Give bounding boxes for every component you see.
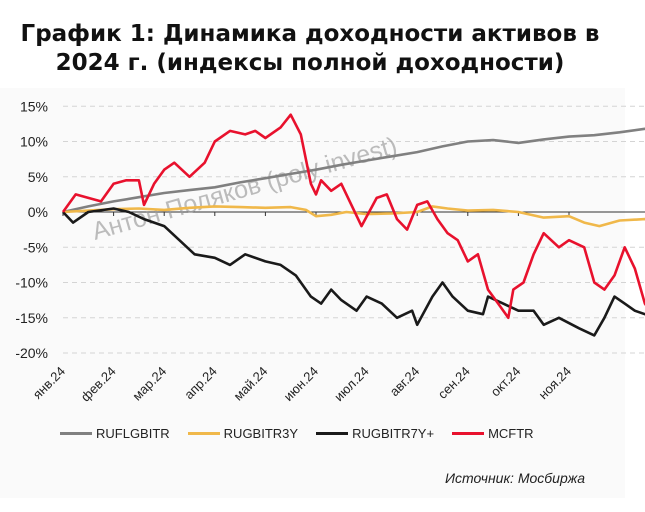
legend-label: RUGBITR7Y+ bbox=[352, 426, 435, 441]
legend-swatch bbox=[60, 432, 92, 435]
legend-label: RUFLGBITR bbox=[96, 426, 170, 441]
x-tick-label: янв.24 bbox=[30, 364, 68, 402]
series-line-ruflgbitr bbox=[62, 127, 645, 214]
y-tick-label: -10% bbox=[15, 275, 48, 291]
x-tick-label: фев.24 bbox=[78, 364, 119, 405]
legend-item: MCFTR bbox=[452, 426, 534, 441]
legend-swatch bbox=[452, 432, 485, 435]
legend-item: RUFLGBITR bbox=[60, 426, 170, 441]
legend-swatch bbox=[187, 432, 220, 435]
chart-title-line-1: График 1: Динамика доходности активов в bbox=[20, 21, 600, 47]
x-tick-label: авг.24 bbox=[387, 364, 423, 400]
legend-label: MCFTR bbox=[488, 426, 534, 441]
x-tick-label: окт.24 bbox=[488, 364, 524, 400]
x-tick-label: май.24 bbox=[231, 364, 271, 404]
y-tick-label: 0% bbox=[28, 204, 48, 220]
series-line-rugbitr7y bbox=[62, 207, 645, 337]
y-tick-label: -5% bbox=[23, 239, 48, 255]
series-line-mcftr bbox=[61, 113, 645, 320]
y-tick-label: -20% bbox=[15, 345, 48, 361]
watermark: Антон Поляков (poly invest) bbox=[89, 132, 400, 246]
chart-title: График 1: Динамика доходности активов в … bbox=[0, 20, 620, 78]
x-tick-label: апр.24 bbox=[181, 364, 220, 403]
legend: RUFLGBITR RUGBITR3Y RUGBITR7Y+ MCFTR bbox=[60, 426, 640, 441]
legend-item: RUGBITR7Y+ bbox=[316, 426, 434, 441]
y-tick-label: -15% bbox=[15, 310, 48, 326]
y-tick-label: 5% bbox=[28, 169, 48, 185]
chart-title-line-2: 2024 г. (индексы полной доходности) bbox=[55, 50, 565, 76]
y-tick-label: 15% bbox=[20, 98, 48, 114]
x-tick-label: мар.24 bbox=[129, 364, 169, 404]
plot-background bbox=[0, 88, 625, 498]
legend-swatch bbox=[316, 432, 349, 435]
x-tick-label: июл.24 bbox=[331, 364, 372, 405]
legend-label: RUGBITR3Y bbox=[223, 426, 299, 441]
y-tick-label: 10% bbox=[20, 134, 48, 150]
x-tick-label: ноя.24 bbox=[536, 364, 575, 403]
legend-item: RUGBITR3Y bbox=[187, 426, 299, 441]
source-note: Источник: Мосбиржа bbox=[445, 470, 585, 486]
x-tick-label: июн.24 bbox=[281, 364, 321, 404]
x-tick-label: сен.24 bbox=[435, 364, 473, 402]
